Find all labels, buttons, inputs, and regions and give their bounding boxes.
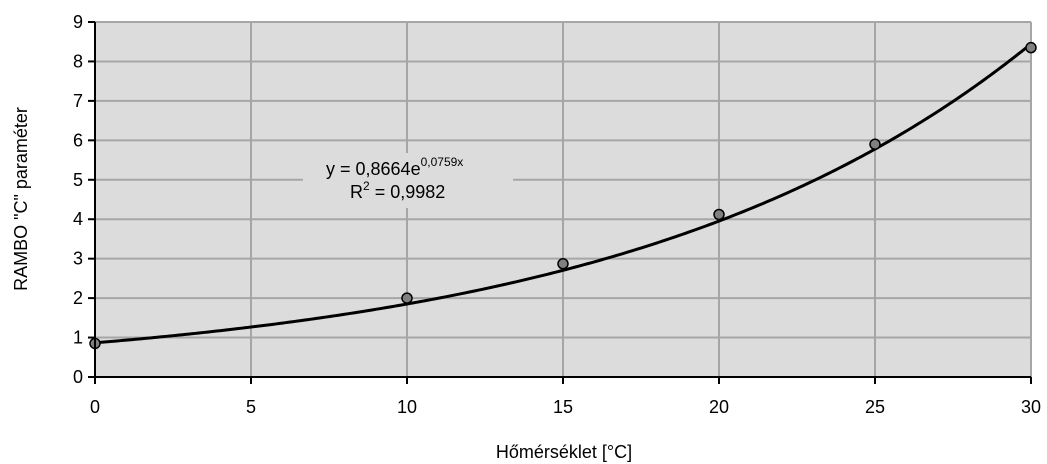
x-tick-label: 25 xyxy=(865,397,885,417)
y-axis-title: RAMBO "C" paraméter xyxy=(11,107,31,291)
x-tick-label: 5 xyxy=(246,397,256,417)
data-point xyxy=(1025,41,1037,54)
y-tick-label: 9 xyxy=(73,12,83,32)
x-tick-label: 0 xyxy=(90,397,100,417)
x-tick-label: 10 xyxy=(397,397,417,417)
y-tick-label: 0 xyxy=(73,367,83,387)
y-tick-label: 1 xyxy=(73,328,83,348)
y-tick-label: 8 xyxy=(73,51,83,71)
data-point xyxy=(401,292,413,304)
y-tick-label: 5 xyxy=(73,170,83,190)
y-tick-label: 3 xyxy=(73,249,83,269)
data-point xyxy=(713,208,725,221)
annotation-background xyxy=(303,153,513,208)
y-tick-label: 2 xyxy=(73,288,83,308)
x-axis-title: Hőmérséklet [°C] xyxy=(496,442,632,462)
y-tick-label: 4 xyxy=(73,209,83,229)
y-tick-labels: 0 1 2 3 4 5 6 7 8 9 xyxy=(73,12,83,387)
y-tick-label: 6 xyxy=(73,130,83,150)
x-tick-labels: 0 5 10 15 20 25 30 xyxy=(90,397,1041,417)
axes xyxy=(88,21,1032,384)
trend-equation: y = 0,8664e0,0759x xyxy=(326,155,463,179)
x-tick-label: 15 xyxy=(553,397,573,417)
x-tick-label: 20 xyxy=(709,397,729,417)
annotation-box xyxy=(303,153,513,208)
x-tick-label: 30 xyxy=(1021,397,1041,417)
y-tick-label: 7 xyxy=(73,91,83,111)
data-point xyxy=(869,138,881,151)
r-squared: R2 = 0,9982 xyxy=(350,179,445,202)
grid xyxy=(95,21,1032,377)
data-point xyxy=(557,258,569,270)
